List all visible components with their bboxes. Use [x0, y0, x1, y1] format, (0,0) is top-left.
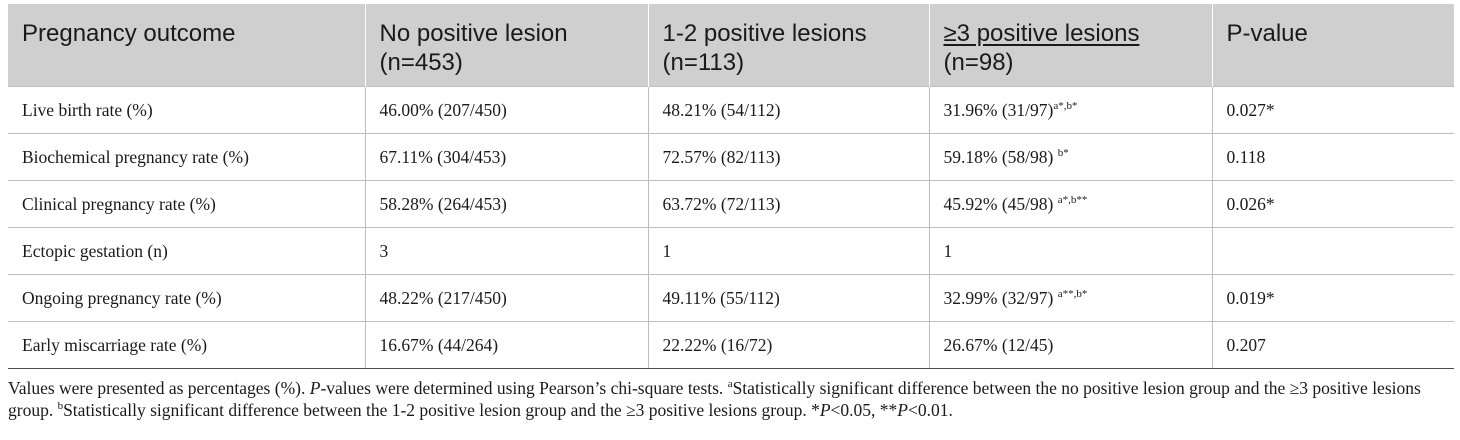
header-label: 1-2 positive lesions [662, 20, 867, 47]
cell-no-positive: 3 [365, 227, 649, 275]
footnote-text: Statistically significant difference bet… [63, 400, 820, 420]
header-row: Pregnancy outcome No positive lesion (n=… [8, 4, 1454, 87]
document-table-figure: Pregnancy outcome No positive lesion (n=… [8, 4, 1454, 421]
cell-1-2-positive: 48.21% (54/112) [648, 86, 930, 134]
cell-3plus-positive: 32.99% (32/97) a**,b* [929, 274, 1213, 322]
cell-p-value: 0.118 [1212, 133, 1454, 181]
significance-marker: a*,b* [1053, 100, 1078, 112]
cell-1-2-positive: 1 [648, 227, 930, 275]
footnote-p-italic: P [309, 378, 321, 398]
footnote-p-italic: P [819, 400, 831, 420]
cell-1-2-positive: 49.11% (55/112) [648, 274, 930, 322]
header-count: (n=98) [943, 49, 1014, 76]
cell-3plus-positive: 26.67% (12/45) [929, 321, 1213, 369]
header-pregnancy-outcome: Pregnancy outcome [8, 4, 366, 87]
cell-no-positive: 48.22% (217/450) [365, 274, 649, 322]
row-label: Clinical pregnancy rate (%) [8, 180, 366, 228]
footnote-marker-b: b [57, 400, 64, 412]
cell-p-value [1212, 227, 1454, 275]
table-row: Ongoing pregnancy rate (%) 48.22% (217/4… [8, 274, 1454, 322]
footnote-text: -values were determined using Pearson’s … [320, 378, 728, 398]
footnote-p-italic: P [897, 400, 908, 420]
cell-3plus-positive: 59.18% (58/98) b* [929, 133, 1213, 181]
footnote-text: Values were presented as percentages (%)… [8, 378, 310, 398]
row-label: Live birth rate (%) [8, 86, 366, 134]
table-row: Biochemical pregnancy rate (%) 67.11% (3… [8, 133, 1454, 181]
significance-marker: a**,b* [1057, 288, 1088, 300]
row-label: Ectopic gestation (n) [8, 227, 366, 275]
cell-no-positive: 58.28% (264/453) [365, 180, 649, 228]
header-label: ≥3 positive lesions [943, 20, 1140, 47]
cell-3plus-positive: 45.92% (45/98) a*,b** [929, 180, 1213, 228]
header-p-value: P-value [1212, 4, 1454, 87]
cell-value: 32.99% (32/97) [943, 288, 1058, 308]
cell-no-positive: 16.67% (44/264) [365, 321, 649, 369]
cell-1-2-positive: 63.72% (72/113) [648, 180, 930, 228]
table-footnote: Values were presented as percentages (%)… [8, 377, 1454, 421]
cell-1-2-positive: 22.22% (16/72) [648, 321, 930, 369]
table-body: Live birth rate (%) 46.00% (207/450) 48.… [8, 86, 1454, 369]
significance-marker: a*,b** [1057, 194, 1088, 206]
table-row: Early miscarriage rate (%) 16.67% (44/26… [8, 321, 1454, 369]
table-header: Pregnancy outcome No positive lesion (n=… [8, 4, 1454, 87]
row-label: Early miscarriage rate (%) [8, 321, 366, 369]
cell-1-2-positive: 72.57% (82/113) [648, 133, 930, 181]
header-label: No positive lesion [379, 20, 568, 47]
cell-p-value: 0.026* [1212, 180, 1454, 228]
cell-value: 31.96% (31/97) [943, 100, 1054, 120]
cell-value: 1 [943, 241, 953, 261]
cell-no-positive: 67.11% (304/453) [365, 133, 649, 181]
row-label: Biochemical pregnancy rate (%) [8, 133, 366, 181]
header-count: (n=453) [379, 49, 463, 76]
cell-no-positive: 46.00% (207/450) [365, 86, 649, 134]
header-3plus-positive-lesions: ≥3 positive lesions (n=98) [929, 4, 1213, 87]
footnote-text: <0.01. [908, 400, 953, 420]
footnote-marker-a: a [727, 378, 733, 390]
table-row: Clinical pregnancy rate (%) 58.28% (264/… [8, 180, 1454, 228]
cell-value: 45.92% (45/98) [943, 194, 1058, 214]
cell-p-value: 0.019* [1212, 274, 1454, 322]
row-label: Ongoing pregnancy rate (%) [8, 274, 366, 322]
cell-p-value: 0.027* [1212, 86, 1454, 134]
header-count: (n=113) [662, 49, 745, 76]
header-1-2-positive-lesions: 1-2 positive lesions (n=113) [648, 4, 930, 87]
header-label: P-value [1226, 20, 1308, 47]
table-row: Live birth rate (%) 46.00% (207/450) 48.… [8, 86, 1454, 134]
header-no-positive-lesion: No positive lesion (n=453) [365, 4, 649, 87]
table-row: Ectopic gestation (n) 3 1 1 [8, 227, 1454, 275]
pregnancy-outcome-table: Pregnancy outcome No positive lesion (n=… [8, 4, 1454, 369]
footnote-text: Statistically significant difference bet… [8, 378, 1421, 420]
cell-value: 59.18% (58/98) [943, 147, 1058, 167]
cell-3plus-positive: 1 [929, 227, 1213, 275]
significance-marker: b* [1057, 147, 1069, 159]
footnote-text: <0.05, ** [830, 400, 898, 420]
header-label: Pregnancy outcome [22, 20, 236, 47]
cell-p-value: 0.207 [1212, 321, 1454, 369]
cell-value: 26.67% (12/45) [943, 335, 1054, 355]
cell-3plus-positive: 31.96% (31/97)a*,b* [929, 86, 1213, 134]
